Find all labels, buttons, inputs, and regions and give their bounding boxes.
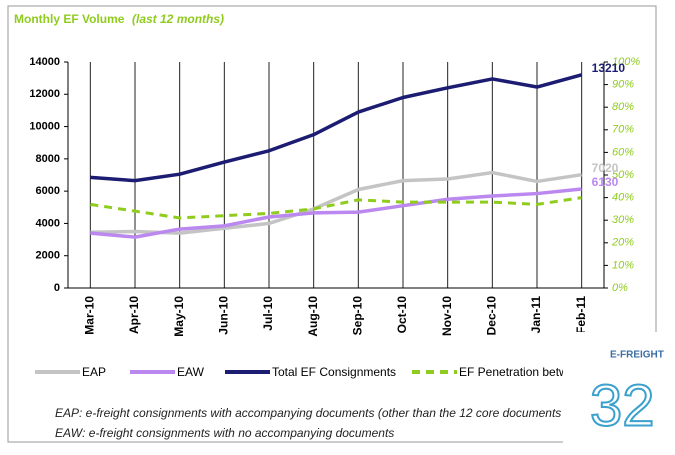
overlay-box: [563, 332, 675, 450]
overlay-label: E-FREIGHT: [610, 350, 664, 361]
frame: [7, 5, 657, 443]
y2-tick-label: 50%: [612, 169, 634, 181]
y-tick-label: 12000: [29, 88, 60, 100]
chart-title: Monthly EF Volume: [14, 12, 125, 26]
x-tick-label: Jul-10: [261, 296, 275, 331]
x-tick-label: Apr-10: [127, 296, 141, 334]
y2-tick-label: 40%: [612, 192, 634, 204]
legend-label: Total EF Consignments: [272, 365, 396, 379]
legend-label: EF Penetration between: [459, 365, 588, 379]
y-tick-label: 2000: [36, 250, 60, 262]
x-tick-label: Jun-10: [217, 296, 231, 335]
y-tick-label: 10000: [29, 120, 60, 132]
x-tick-label: Oct-10: [395, 296, 409, 334]
legend-label: EAP: [82, 365, 106, 379]
series-line: [90, 73, 583, 183]
y-tick-label: 4000: [36, 217, 60, 229]
y2-tick-label: 80%: [612, 101, 634, 113]
chart-title-note: (last 12 months): [132, 12, 224, 26]
x-tick-label: Nov-10: [440, 296, 454, 336]
footnote: EAP: e-freight consignments with accompa…: [55, 406, 610, 420]
y-tick-label: 0: [54, 282, 60, 294]
y2-tick-label: 90%: [612, 79, 634, 91]
y2-tick-label: 60%: [612, 146, 634, 158]
x-tick-label: May-10: [172, 296, 186, 337]
y2-tick-label: 20%: [611, 237, 634, 249]
y2-tick-label: 0%: [612, 282, 628, 294]
legend-label: EAW: [177, 365, 205, 379]
y-tick-label: 14000: [29, 56, 60, 68]
y-tick-label: 8000: [36, 153, 60, 165]
x-tick-label: Mar-10: [83, 296, 97, 335]
x-tick-label: Dec-10: [485, 296, 499, 336]
y2-tick-label: 100%: [612, 56, 640, 68]
y2-tick-label: 30%: [612, 214, 634, 226]
data-label: 6130: [592, 175, 619, 189]
series-line: [90, 187, 582, 239]
y-tick-label: 6000: [36, 185, 60, 197]
x-tick-label: Jan-11: [529, 296, 543, 334]
y2-tick-label: 70%: [612, 124, 634, 136]
y2-tick-label: 10%: [612, 259, 634, 271]
overlay-number: 32: [590, 373, 655, 438]
x-tick-label: Aug-10: [306, 296, 320, 337]
data-label: 7020: [592, 161, 619, 175]
x-tick-label: Sep-10: [351, 296, 365, 336]
series-line: [90, 170, 582, 235]
x-tick-label: Feb-11: [574, 296, 588, 334]
series-line: [90, 196, 582, 220]
footnote: EAW: e-freight consignments with no acco…: [55, 426, 394, 440]
data-label: 13210: [592, 61, 626, 75]
